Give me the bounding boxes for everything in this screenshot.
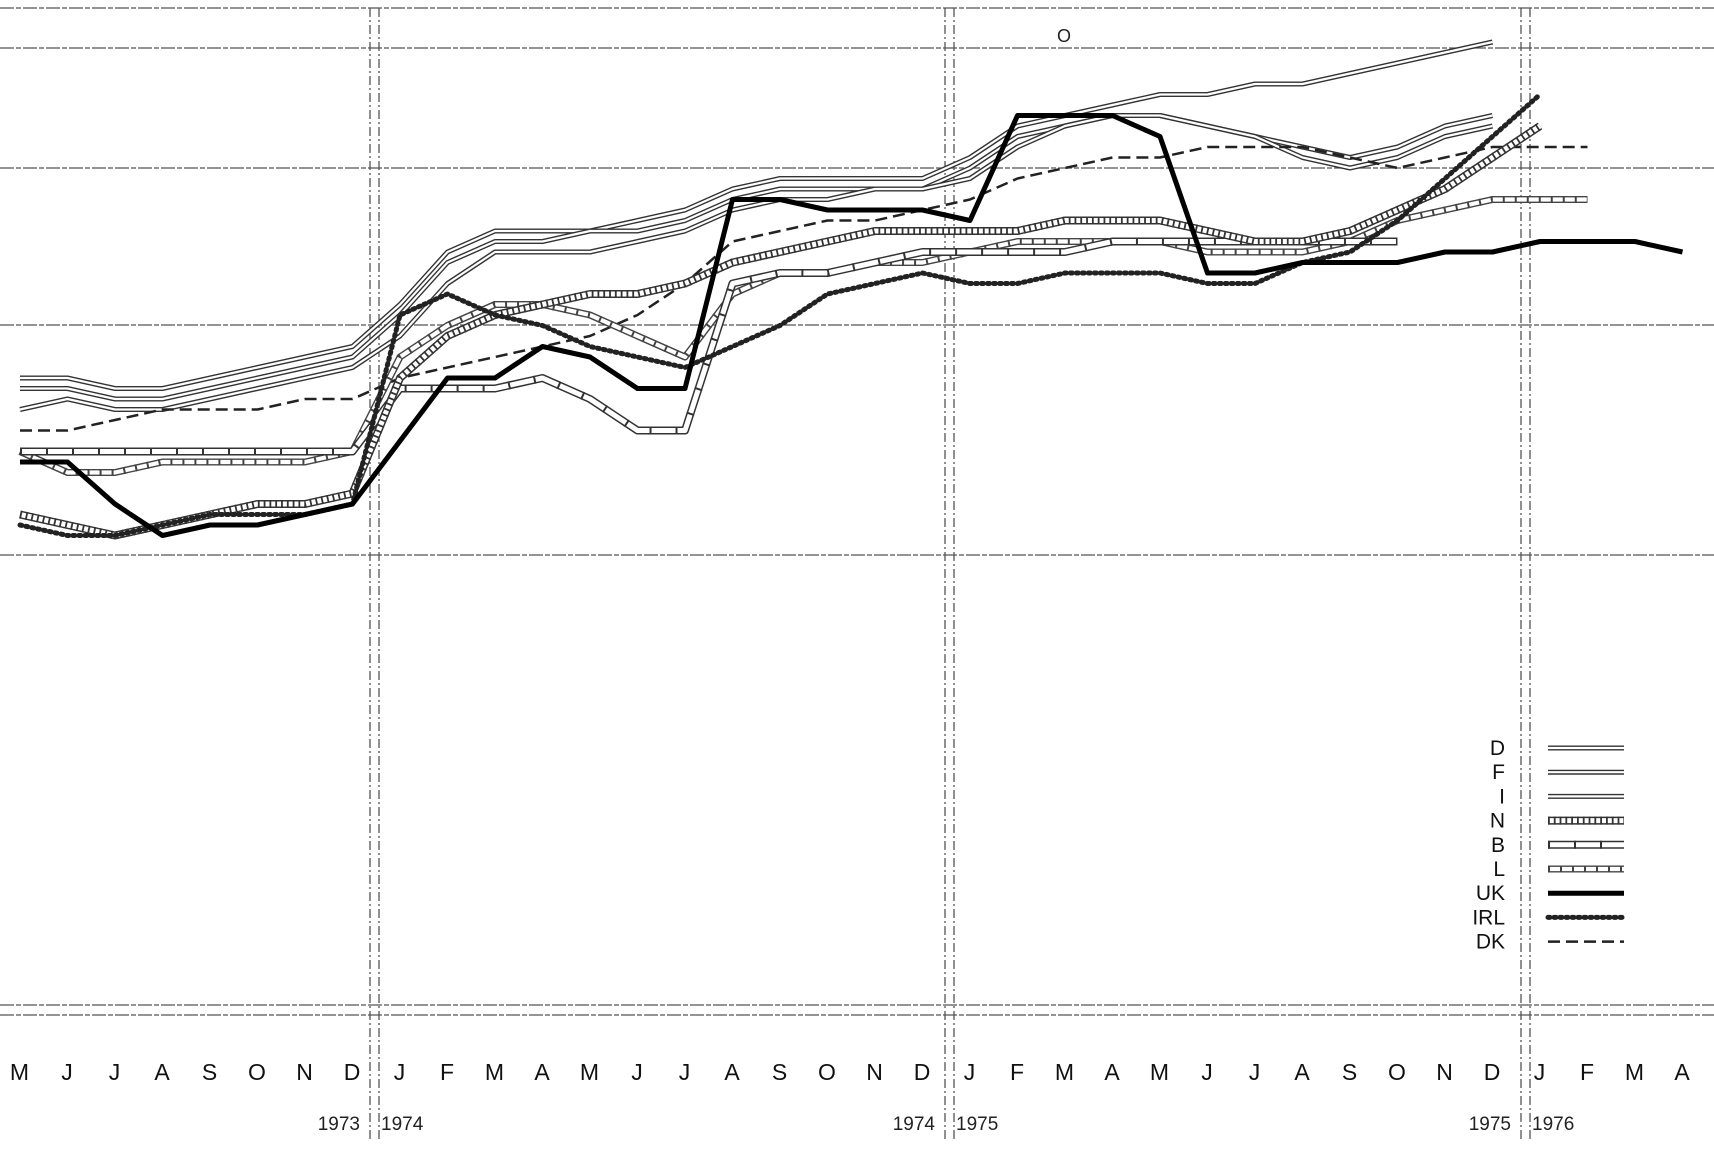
- x-axis: M J J A S O N D J F M A M J J A S O N D J F M A M J J A S O N D J F M A 1973…: [10, 1059, 1690, 1135]
- month-tick-label: N: [866, 1059, 884, 1085]
- month-tick-label: J: [394, 1059, 407, 1085]
- month-tick-label: D: [344, 1059, 362, 1085]
- month-tick-label: M: [10, 1059, 30, 1085]
- legend-label: IRL: [1472, 906, 1505, 929]
- legend-item-l: L: [1493, 858, 1624, 881]
- month-tick-label: J: [964, 1059, 977, 1085]
- top-mark: O: [1057, 26, 1071, 46]
- month-tick-label: O: [818, 1059, 837, 1085]
- series-i: [19, 113, 1494, 412]
- series-line-uk: [20, 113, 1684, 538]
- month-tick-label: A: [1104, 1059, 1120, 1085]
- series-irl: [17, 92, 1543, 538]
- legend-label: B: [1491, 834, 1505, 857]
- month-tick-label: M: [1625, 1059, 1645, 1085]
- month-tick-label: N: [296, 1059, 314, 1085]
- legend-item-dk: DK: [1476, 931, 1624, 954]
- legend-label: N: [1490, 810, 1505, 833]
- month-tick-label: S: [1342, 1059, 1358, 1085]
- series-line-n: [19, 123, 1542, 538]
- series-d: [20, 39, 1494, 391]
- month-tick-label: J: [1201, 1059, 1214, 1085]
- month-tick-label: N: [1436, 1059, 1454, 1085]
- legend-item-n: N: [1490, 810, 1624, 833]
- month-tick-label: M: [1150, 1059, 1170, 1085]
- series-line-i: [19, 113, 1494, 412]
- series-line-dk: [20, 145, 1588, 432]
- year-label: 1975: [956, 1114, 998, 1135]
- series-line-d: [20, 40, 1493, 390]
- month-tick-label: D: [1484, 1059, 1502, 1085]
- series-dk: [20, 145, 1588, 432]
- month-tick-label: A: [1674, 1059, 1690, 1085]
- legend-label: I: [1499, 785, 1505, 808]
- month-tick-label: M: [580, 1059, 600, 1085]
- month-tick-label: F: [440, 1059, 455, 1085]
- month-tick-label: J: [109, 1059, 122, 1085]
- year-label: 1974: [893, 1114, 936, 1135]
- month-tick-label: A: [1294, 1059, 1310, 1085]
- month-tick-label: F: [1010, 1059, 1025, 1085]
- month-tick-label: J: [1249, 1059, 1262, 1085]
- series-layer: [17, 39, 1684, 540]
- month-tick-label: F: [1580, 1059, 1595, 1085]
- legend-label: UK: [1476, 882, 1505, 905]
- legend-label: F: [1492, 761, 1505, 784]
- legend-item-f: F: [1492, 761, 1624, 784]
- month-tick-label: A: [534, 1059, 550, 1085]
- month-tick-label: O: [1388, 1059, 1407, 1085]
- month-tick-label: J: [631, 1059, 644, 1085]
- legend-label: L: [1493, 858, 1505, 881]
- month-tick-label: S: [772, 1059, 788, 1085]
- month-tick-label: J: [1534, 1059, 1547, 1085]
- month-tick-label: D: [914, 1059, 932, 1085]
- month-tick-label: J: [679, 1059, 692, 1085]
- legend-item-i: I: [1499, 785, 1624, 808]
- series-line-irl: [17, 92, 1543, 538]
- month-tick-label: M: [1055, 1059, 1075, 1085]
- year-label: 1973: [318, 1114, 360, 1135]
- year-label: 1975: [1469, 1114, 1511, 1135]
- month-tick-label: M: [485, 1059, 505, 1085]
- legend-item-b: B: [1491, 834, 1624, 857]
- month-tick-label: J: [61, 1059, 74, 1085]
- series-n: [19, 122, 1543, 540]
- legend-label: DK: [1476, 931, 1505, 954]
- series-uk: [20, 113, 1684, 538]
- month-tick-label: S: [202, 1059, 218, 1085]
- legend-item-uk: UK: [1476, 882, 1624, 905]
- month-tick-label: O: [248, 1059, 267, 1085]
- year-label: 1976: [1532, 1114, 1574, 1135]
- legend-item-d: D: [1490, 737, 1624, 760]
- legend-label: D: [1490, 737, 1505, 760]
- legend-item-irl: IRL: [1472, 906, 1627, 929]
- month-tick-label: A: [724, 1059, 740, 1085]
- month-tick-label: A: [154, 1059, 170, 1085]
- year-label: 1974: [381, 1114, 424, 1135]
- series-line-i: [19, 114, 1493, 411]
